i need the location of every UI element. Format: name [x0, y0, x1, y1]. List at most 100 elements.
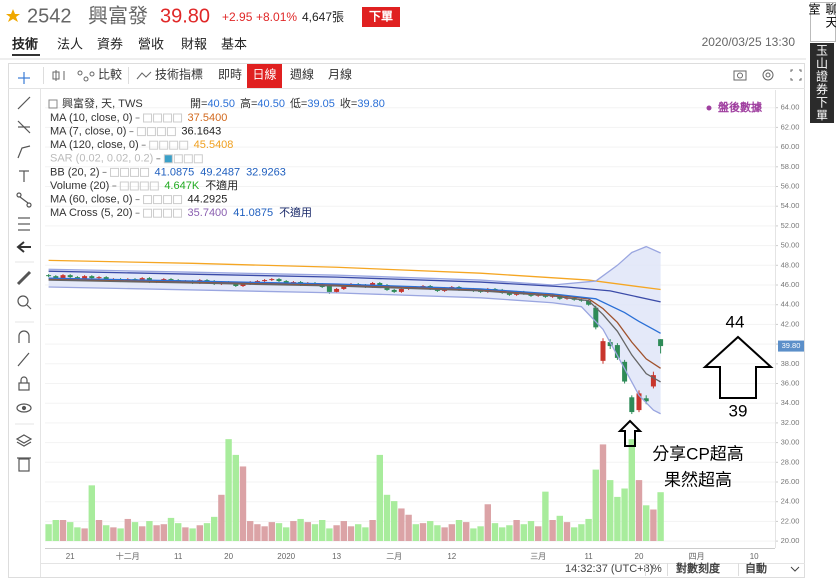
indicator-control[interactable]: [173, 113, 183, 123]
indicator-control[interactable]: [159, 140, 169, 150]
indicator-icon[interactable]: [136, 71, 152, 80]
y-tick-label: 30.00: [781, 438, 800, 447]
tab[interactable]: 營收: [138, 36, 164, 51]
tab[interactable]: 法人: [57, 36, 83, 51]
volume-bar: [635, 480, 643, 541]
broker-order-button[interactable]: 玉山證券下單: [810, 43, 834, 123]
after-hours-dot: [706, 105, 712, 111]
indicator-control[interactable]: [149, 140, 159, 150]
indicator-control[interactable]: [156, 127, 166, 137]
indicator-control[interactable]: [173, 208, 183, 218]
volume-bar: [398, 508, 405, 541]
pattern-tool[interactable]: [26, 202, 32, 208]
fullscreen-icon[interactable]: [790, 78, 793, 81]
layers-tool[interactable]: [16, 441, 32, 447]
compare-button[interactable]: 比較: [98, 67, 122, 82]
indicator-control[interactable]: [110, 167, 120, 177]
indicator-control[interactable]: [179, 140, 189, 150]
indicator-control[interactable]: [166, 127, 176, 137]
indicators-button[interactable]: 技術指標: [155, 67, 203, 82]
lock-tool[interactable]: [20, 376, 28, 383]
visibility-tool[interactable]: [16, 403, 32, 413]
visibility-tool[interactable]: [21, 405, 27, 411]
order-button-label[interactable]: 下單: [369, 10, 393, 24]
tab[interactable]: 資券: [97, 36, 123, 51]
tab[interactable]: 技術: [12, 36, 38, 51]
indicator-control[interactable]: [153, 113, 163, 123]
pattern-tool[interactable]: [16, 192, 22, 198]
indicator-control[interactable]: [153, 208, 163, 218]
indicator-control[interactable]: [146, 127, 156, 137]
status-dropdown[interactable]: [790, 566, 800, 572]
indicator-control[interactable]: [119, 181, 129, 191]
fullscreen-icon[interactable]: [799, 78, 802, 81]
candle-body: [139, 278, 145, 281]
x-tick-label: 20: [224, 552, 233, 561]
daily-button[interactable]: 日線: [252, 67, 276, 82]
indicator-control[interactable]: [149, 181, 159, 191]
lock-tool[interactable]: [18, 382, 30, 391]
indicator-control[interactable]: [183, 154, 193, 164]
tab[interactable]: 財報: [181, 36, 207, 51]
indicator-control[interactable]: [139, 181, 149, 191]
auto-scale-toggle[interactable]: 自動: [745, 561, 767, 575]
indicator-control[interactable]: [136, 127, 146, 137]
indicator-control[interactable]: [163, 113, 173, 123]
legend-toggle[interactable]: [48, 99, 58, 109]
volume-bar: [182, 527, 189, 541]
settings-icon[interactable]: [765, 72, 771, 78]
indicator-control[interactable]: [163, 195, 173, 205]
weekly-button[interactable]: 週線: [290, 67, 314, 82]
indicator-control[interactable]: [129, 181, 139, 191]
screenshot-icon[interactable]: [733, 70, 747, 81]
brush-tool[interactable]: [17, 145, 31, 159]
screenshot-icon[interactable]: [737, 72, 743, 79]
indicator-control[interactable]: [120, 167, 130, 177]
compare-icon[interactable]: [83, 76, 89, 82]
chat-button[interactable]: 聊天室: [807, 2, 836, 42]
indicator-control[interactable]: [163, 154, 173, 164]
candle-style-icon[interactable]: [52, 71, 60, 80]
compare-icon[interactable]: [89, 71, 95, 77]
indicator-control[interactable]: [130, 167, 140, 177]
realtime-button[interactable]: 即時: [218, 68, 242, 82]
indicator-control[interactable]: [140, 167, 150, 177]
y-tick-label: 46.00: [781, 280, 800, 289]
toolbar-icons: [52, 69, 802, 82]
fullscreen-icon[interactable]: [790, 69, 793, 72]
trend-line-tool[interactable]: [17, 96, 31, 110]
magnet-tool[interactable]: [18, 330, 30, 343]
draw-mode-tool[interactable]: [17, 352, 30, 367]
indicator-control[interactable]: [173, 154, 183, 164]
indicator-control[interactable]: [169, 140, 179, 150]
order-button[interactable]: [362, 7, 400, 27]
monthly-button[interactable]: 月線: [328, 67, 352, 82]
fullscreen-icon[interactable]: [799, 69, 802, 72]
delete-tool[interactable]: [18, 458, 30, 472]
volume-bar: [628, 439, 635, 541]
percent-toggle[interactable]: %: [652, 563, 662, 575]
indicator-control[interactable]: [193, 154, 203, 164]
volume-bar: [369, 520, 376, 541]
indicator-control[interactable]: [143, 113, 153, 123]
zoom-tool[interactable]: [17, 295, 29, 307]
indicator-control[interactable]: [153, 195, 163, 205]
log-scale-toggle[interactable]: 對數刻度: [676, 561, 721, 575]
daily-button-bg[interactable]: [247, 64, 282, 88]
drawing-tools: [15, 72, 33, 472]
favorite-star[interactable]: [6, 9, 20, 22]
pattern-tool[interactable]: [19, 196, 29, 204]
volume-bar: [607, 480, 614, 541]
zoom-tool[interactable]: [26, 304, 32, 310]
indicator-control[interactable]: [163, 208, 173, 218]
volume-bar: [355, 524, 362, 541]
layers-tool[interactable]: [15, 434, 33, 444]
ruler-tool[interactable]: [16, 270, 32, 286]
indicator-control[interactable]: [143, 208, 153, 218]
settings-icon[interactable]: [762, 69, 774, 81]
candle-body: [168, 279, 174, 281]
compare-icon[interactable]: [77, 70, 83, 76]
indicator-control[interactable]: [173, 195, 183, 205]
tab[interactable]: 基本: [221, 36, 247, 51]
indicator-control[interactable]: [143, 195, 153, 205]
